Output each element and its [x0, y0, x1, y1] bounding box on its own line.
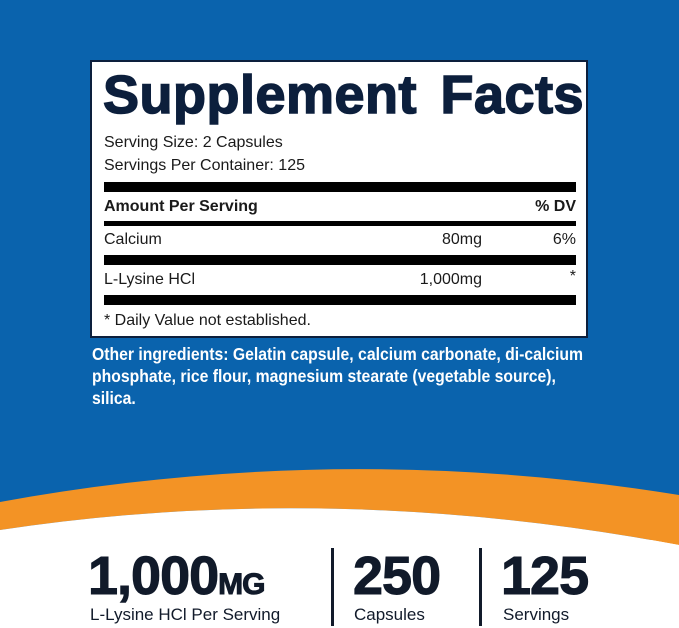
stat-dose: 1,000MG [87, 545, 266, 607]
stat-servings: 125 [500, 545, 589, 607]
supplement-facts-panel: Supplement Facts Serving Size: 2 Capsule… [90, 60, 588, 338]
row-amount: 80mg [441, 231, 482, 248]
stat-label: Capsules [354, 605, 425, 624]
footnote: * Daily Value not established. [104, 312, 311, 329]
stat-unit: MG [218, 568, 266, 602]
panel-title: Supplement Facts [102, 64, 585, 126]
table-row: L-Lysine HCl 1,000mg * [104, 268, 576, 291]
servings-per-container: Servings Per Container: 125 [104, 157, 305, 174]
divider-thick [104, 295, 576, 305]
header-amount: Amount Per Serving [104, 198, 258, 215]
table-row: Calcium 80mg 6% [104, 231, 576, 251]
row-dv: * [569, 268, 576, 285]
divider [104, 221, 576, 226]
stat-divider [479, 548, 482, 626]
stat-label: L-Lysine HCl Per Serving [90, 605, 281, 624]
stat-label: Servings [503, 605, 570, 624]
stat-value: 1,000 [87, 546, 219, 607]
stat-value: 125 [500, 546, 589, 607]
row-name: Calcium [104, 231, 162, 248]
divider-thick [104, 255, 576, 265]
white-base [0, 508, 679, 628]
stat-capsules: 250 [352, 545, 441, 607]
orange-swoosh [0, 469, 679, 545]
stat-divider [331, 548, 334, 626]
stat-value: 250 [352, 546, 441, 607]
divider-thick [104, 182, 576, 192]
row-name: L-Lysine HCl [104, 271, 195, 288]
table-header: Amount Per Serving % DV [104, 198, 576, 218]
other-ingredients: Other ingredients: Gelatin capsule, calc… [92, 344, 584, 408]
row-dv: 6% [552, 231, 576, 248]
serving-size: Serving Size: 2 Capsules [104, 134, 283, 151]
row-amount: 1,000mg [419, 271, 482, 288]
header-dv: % DV [535, 198, 576, 215]
